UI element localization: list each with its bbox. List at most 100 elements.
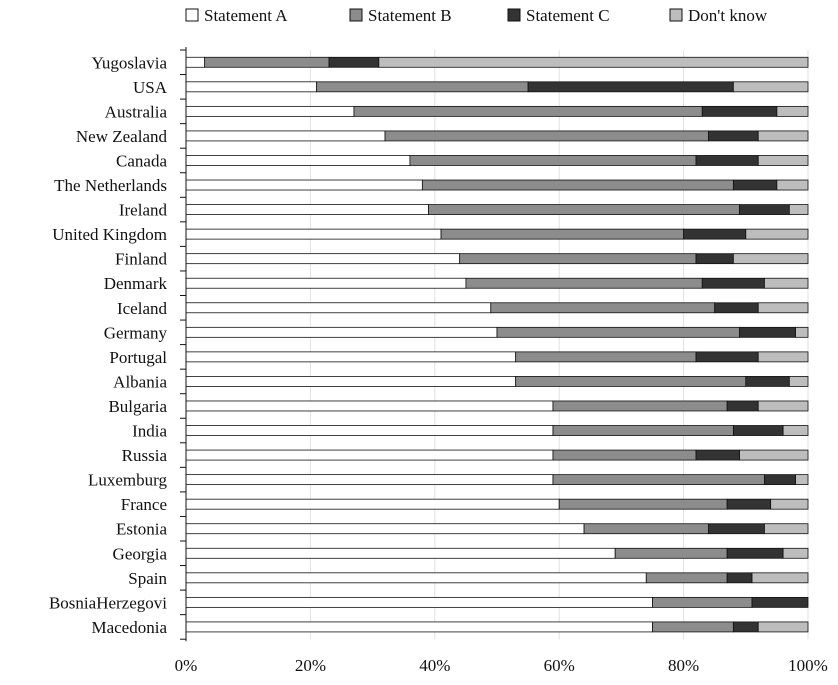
bar-14-don-t-know (757, 400, 809, 412)
bar-17-statement-b (552, 474, 765, 486)
bar-20-statement-a (185, 547, 616, 559)
bar-7-don-t-know (745, 228, 809, 240)
bar-5-statement-a (185, 179, 423, 191)
bar-16-statement-b (552, 449, 697, 461)
category-label: Luxemburg (88, 471, 168, 490)
bar-6-statement-c (739, 204, 790, 215)
bar-17-statement-c (764, 474, 796, 486)
bar-20-don-t-know (782, 547, 809, 559)
x-tick-label: 100% (788, 656, 828, 675)
category-label: Portugal (109, 348, 167, 367)
bar-0-statement-c (328, 56, 380, 68)
bar-4-statement-a (185, 155, 411, 166)
bar-15-statement-a (185, 425, 554, 436)
legend: Statement A Statement B Statement C Don't k… (185, 6, 768, 25)
legend-swatch (669, 8, 683, 22)
bar-13-statement-c (745, 376, 790, 387)
bar-5-don-t-know (776, 179, 809, 191)
bar-12-statement-c (695, 351, 759, 363)
legend-swatch (507, 8, 521, 22)
x-tick-label: 60% (544, 656, 575, 675)
bar-8-statement-a (185, 253, 461, 265)
bar-23-statement-b (652, 621, 734, 633)
x-tick-label: 80% (668, 656, 699, 675)
bar-1-statement-b (316, 81, 529, 93)
bar-15-statement-c (732, 425, 784, 436)
bar-18-statement-c (726, 498, 772, 510)
category-labels: Yugoslavia USA Australia New Zealand Canada T… (49, 53, 168, 637)
bar-18-statement-a (185, 498, 560, 510)
bar-7-statement-a (185, 228, 442, 240)
category-label: The Netherlands (54, 176, 167, 195)
bar-19-statement-a (185, 523, 585, 535)
category-label: Macedonia (91, 618, 167, 637)
bar-21-statement-c (726, 572, 753, 584)
bar-12-statement-b (515, 351, 697, 363)
bar-23-statement-c (732, 621, 759, 633)
bar-1-don-t-know (732, 81, 809, 93)
bar-21-statement-a (185, 572, 647, 584)
bar-6-don-t-know (788, 204, 809, 215)
category-label: BosniaHerzegovi (49, 593, 167, 612)
bar-2-statement-c (701, 105, 778, 117)
bar-14-statement-a (185, 400, 554, 412)
bar-16-don-t-know (739, 449, 809, 461)
bar-10-statement-a (185, 302, 492, 314)
category-label: Albania (113, 372, 167, 391)
legend-swatch (185, 8, 199, 22)
bar-9-statement-b (465, 277, 703, 289)
bar-19-don-t-know (764, 523, 809, 535)
bar-13-don-t-know (788, 376, 809, 387)
bar-9-don-t-know (764, 277, 809, 289)
x-tick-label: 0% (175, 656, 198, 675)
bar-1-statement-c (527, 81, 734, 93)
bar-22-statement-b (652, 596, 753, 608)
bar-5-statement-c (732, 179, 778, 191)
bar-10-don-t-know (757, 302, 809, 314)
category-label: Spain (128, 569, 167, 588)
bar-11-statement-b (496, 326, 740, 338)
bar-7-statement-c (683, 228, 747, 240)
bar-16-statement-c (695, 449, 740, 461)
x-tick-label: 20% (295, 656, 326, 675)
bar-6-statement-a (185, 204, 429, 215)
bar-4-don-t-know (757, 155, 809, 166)
axes (180, 47, 187, 642)
bar-2-statement-b (353, 105, 703, 117)
bar-20-statement-c (726, 547, 784, 559)
legend-label: Don't know (688, 6, 768, 25)
category-label: United Kingdom (52, 225, 167, 244)
bar-14-statement-c (726, 400, 759, 412)
x-tick-labels: 0% 20% 40% 60% 80% 100% (175, 656, 828, 675)
bar-4-statement-c (695, 155, 759, 166)
bar-0-statement-b (204, 56, 330, 68)
legend-swatch (349, 8, 363, 22)
category-label: Georgia (113, 544, 168, 563)
bar-16-statement-a (185, 449, 554, 461)
legend-label: Statement B (368, 6, 452, 25)
bar-17-statement-a (185, 474, 554, 486)
bar-10-statement-c (714, 302, 759, 314)
bar-0-statement-a (185, 56, 206, 68)
bar-11-don-t-know (795, 326, 809, 338)
bar-8-statement-b (459, 253, 697, 265)
bar-10-statement-b (490, 302, 716, 314)
bar-3-statement-a (185, 130, 386, 142)
bar-14-statement-b (552, 400, 728, 412)
bars (185, 56, 809, 633)
category-label: Australia (105, 102, 168, 121)
bar-12-don-t-know (757, 351, 809, 363)
bar-15-statement-b (552, 425, 734, 436)
bar-18-don-t-know (770, 498, 809, 510)
bar-0-don-t-know (378, 56, 809, 68)
category-label: Canada (116, 151, 167, 170)
bar-21-don-t-know (751, 572, 809, 584)
bar-8-statement-c (695, 253, 734, 265)
category-label: France (121, 495, 167, 514)
bar-21-statement-b (645, 572, 728, 584)
bar-5-statement-b (421, 179, 734, 191)
category-label: Denmark (104, 274, 168, 293)
legend-item-2: Statement C (507, 6, 610, 25)
legend-item-1: Statement B (349, 6, 452, 25)
